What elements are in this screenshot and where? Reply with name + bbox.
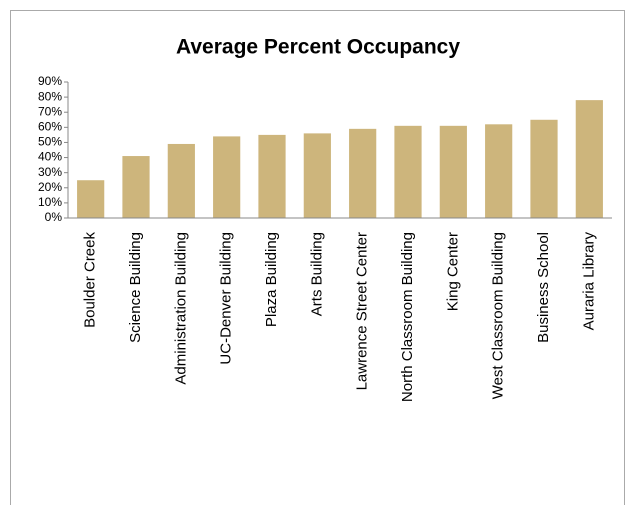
y-tick-label: 60% (38, 120, 62, 134)
y-tick-label: 70% (38, 104, 62, 118)
bar (394, 125, 422, 218)
x-tick-label: North Classroom Building (399, 232, 416, 402)
y-tick-label: 20% (38, 180, 62, 194)
x-tick-label: Science Building (127, 232, 144, 343)
bar (575, 100, 603, 218)
x-tick-label: Lawrence Street Center (354, 232, 371, 390)
y-tick-label: 40% (38, 150, 62, 164)
bar (122, 156, 150, 218)
y-tick-label: 0% (45, 210, 63, 224)
bar (77, 180, 105, 218)
chart-title: Average Percent Occupancy (176, 36, 460, 59)
x-tick-label: Auraria Library (580, 232, 597, 331)
x-tick-label: UC-Denver Building (218, 232, 235, 365)
bar (485, 124, 513, 218)
bar (303, 133, 331, 218)
bar (213, 136, 241, 218)
bar (349, 128, 377, 218)
y-tick-label: 50% (38, 135, 62, 149)
y-tick-label: 30% (38, 165, 62, 179)
bar (530, 119, 558, 218)
bar (439, 125, 467, 218)
x-tick-label: Business School (535, 232, 552, 343)
bar (167, 143, 195, 218)
x-tick-label: Boulder Creek (82, 232, 99, 328)
y-tick-label: 10% (38, 195, 62, 209)
x-tick-label: Arts Building (308, 232, 325, 316)
x-tick-label: West Classroom Building (490, 232, 507, 399)
x-tick-label: Administration Building (172, 232, 189, 385)
bar (258, 134, 286, 218)
y-tick-label: 90% (38, 74, 62, 88)
x-tick-label: Plaza Building (263, 232, 280, 327)
chart-border (10, 10, 625, 505)
y-tick-label: 80% (38, 89, 62, 103)
x-tick-label: King Center (444, 232, 461, 311)
